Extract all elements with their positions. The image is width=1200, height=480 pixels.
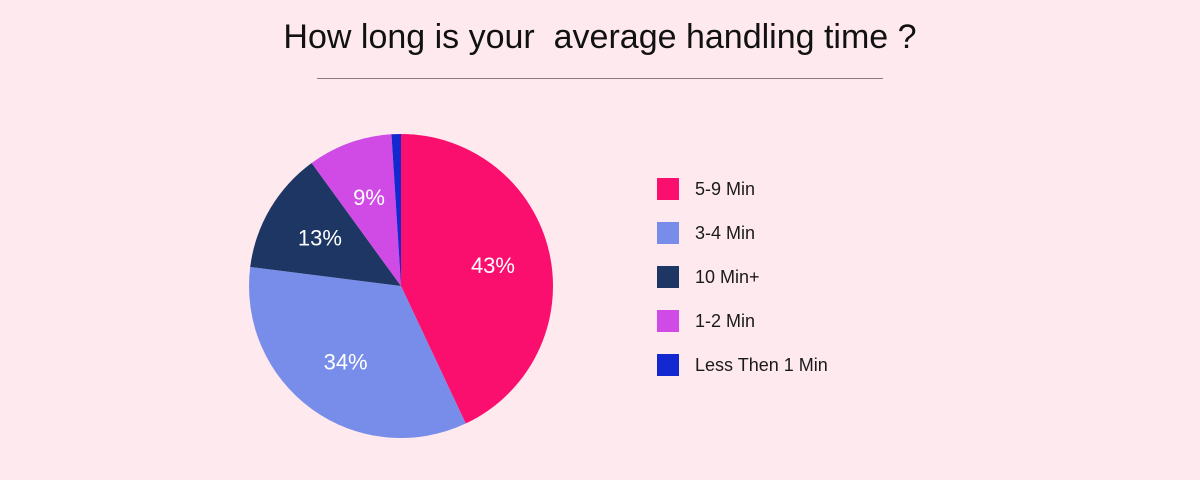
- legend-label: Less Then 1 Min: [695, 354, 828, 375]
- legend-item-5-9-min: 5-9 Min: [657, 178, 828, 200]
- chart-legend: 5-9 Min 3-4 Min 10 Min+ 1-2 Min Less Then 1 …: [657, 178, 828, 398]
- legend-swatch: [657, 354, 679, 376]
- legend-item-less-then-1-min: Less Then 1 Min: [657, 354, 828, 376]
- legend-label: 10 Min+: [695, 266, 760, 287]
- slice-label-3-4-min: 34%: [324, 350, 368, 375]
- pie-slice-1-2-min: [311, 134, 401, 286]
- legend-swatch: [657, 222, 679, 244]
- legend-item-3-4-min: 3-4 Min: [657, 222, 828, 244]
- pie-slice-less-then-1-min: [391, 134, 401, 286]
- slice-label-5-9-min: 43%: [471, 253, 515, 278]
- legend-item-1-2-min: 1-2 Min: [657, 310, 828, 332]
- chart-title: How long is your average handling time ?: [283, 18, 917, 56]
- legend-label: 5-9 Min: [695, 178, 756, 199]
- pie-slice-3-4-min: [249, 266, 466, 439]
- pie-slice-10-min: [250, 163, 401, 286]
- legend-swatch: [657, 266, 679, 288]
- title-divider: [317, 78, 883, 79]
- slice-label-1-2-min: 9%: [353, 185, 385, 210]
- legend-label: 3-4 Min: [695, 222, 756, 243]
- legend-swatch: [657, 178, 679, 200]
- legend-item-10-min: 10 Min+: [657, 266, 828, 288]
- slice-label-10-min: 13%: [298, 226, 342, 251]
- pie-slices: [249, 134, 554, 439]
- legend-swatch: [657, 310, 679, 332]
- pie-slice-labels: 43% 34% 13% 9%: [298, 185, 515, 375]
- pie-slice-5-9-min: [401, 134, 554, 424]
- pie-chart: 43% 34% 13% 9%: [249, 134, 554, 439]
- legend-label: 1-2 Min: [695, 310, 756, 331]
